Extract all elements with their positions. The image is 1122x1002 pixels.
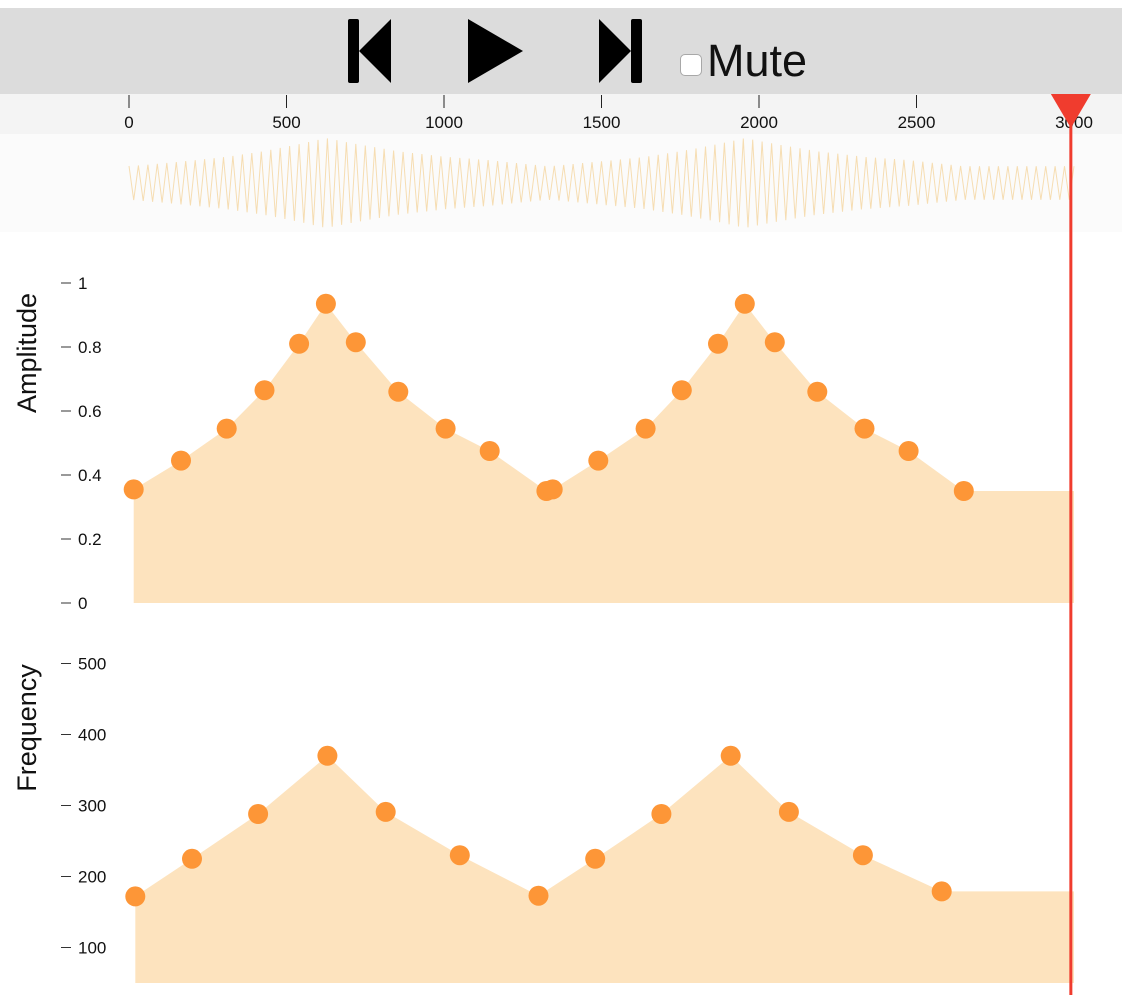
timeline-tick-label: 2000 (740, 113, 778, 132)
skip-forward-icon (599, 19, 642, 83)
waveform (128, 138, 1075, 228)
control-point[interactable] (635, 418, 656, 439)
control-point[interactable] (248, 804, 269, 824)
control-point[interactable] (317, 745, 338, 766)
control-point[interactable] (852, 845, 873, 866)
mute-label: Mute (707, 35, 808, 86)
y-tick-label: 1 (78, 274, 87, 293)
control-point[interactable] (123, 479, 144, 500)
control-point[interactable] (585, 848, 606, 869)
previous-button[interactable] (340, 8, 400, 94)
timeline-tick-label: 500 (272, 113, 300, 132)
control-point[interactable] (449, 845, 470, 866)
timeline-ruler[interactable] (0, 94, 1122, 134)
control-point[interactable] (388, 381, 409, 402)
control-point[interactable] (435, 418, 456, 439)
control-point[interactable] (528, 885, 549, 906)
y-tick-label: 100 (78, 939, 106, 958)
control-point[interactable] (542, 479, 563, 500)
y-tick-label: 0.6 (78, 402, 102, 421)
control-point[interactable] (171, 450, 191, 471)
frequency-y-axis: 100 200 300 400 500 (61, 655, 106, 958)
control-point[interactable] (778, 801, 799, 822)
y-tick-label: 0.2 (78, 530, 102, 549)
control-point[interactable] (953, 481, 974, 501)
amplitude-points (123, 293, 974, 501)
y-tick-label: 500 (78, 655, 106, 674)
control-point[interactable] (375, 801, 396, 822)
frequency-area (135, 755, 1075, 983)
y-tick-label: 0.4 (78, 466, 102, 485)
amplitude-chart: 0 0.2 0.4 0.6 0.8 1 Amplitude (12, 274, 1074, 613)
control-point[interactable] (125, 886, 146, 907)
timeline-tick-label: 2500 (898, 113, 936, 132)
amplitude-area (133, 303, 1074, 603)
play-button[interactable] (458, 8, 530, 94)
control-point[interactable] (315, 293, 336, 314)
toolbar: Mute (0, 8, 1122, 94)
control-point[interactable] (216, 418, 237, 439)
control-point[interactable] (254, 380, 275, 401)
y-tick-label: 400 (78, 726, 106, 745)
control-point[interactable] (671, 380, 692, 401)
skip-back-icon (348, 19, 391, 83)
timeline-tick-label: 0 (124, 113, 133, 132)
control-point[interactable] (898, 441, 919, 461)
next-button[interactable] (590, 8, 650, 94)
control-point[interactable] (588, 450, 609, 471)
frequency-chart: 100 200 300 400 500 Frequency (12, 655, 1075, 983)
control-point[interactable] (345, 332, 366, 353)
mute-toggle[interactable]: Mute (680, 38, 807, 83)
y-tick-label: 200 (78, 868, 106, 887)
control-point[interactable] (651, 804, 672, 824)
frequency-axis-label: Frequency (12, 664, 42, 792)
control-point[interactable] (764, 332, 785, 353)
play-icon (468, 19, 523, 83)
control-point[interactable] (708, 333, 728, 354)
control-point[interactable] (479, 441, 500, 461)
y-tick-label: 0.8 (78, 338, 102, 357)
timeline-tick-label: 1000 (425, 113, 463, 132)
mute-checkbox[interactable] (680, 53, 702, 76)
control-point[interactable] (289, 333, 310, 354)
control-point[interactable] (734, 293, 755, 314)
timeline-tick-label: 1500 (583, 113, 621, 132)
timeline-ticks: 050010001500200025003000 (124, 95, 1093, 132)
amplitude-axis-label: Amplitude (12, 293, 42, 413)
control-point[interactable] (182, 848, 202, 869)
control-point[interactable] (720, 745, 741, 766)
frequency-points (125, 745, 952, 907)
control-point[interactable] (807, 381, 828, 402)
control-point[interactable] (854, 418, 875, 439)
playhead-handle[interactable] (1050, 94, 1091, 128)
amplitude-y-axis: 0 0.2 0.4 0.6 0.8 1 (61, 274, 102, 613)
y-tick-label: 300 (78, 797, 106, 816)
y-tick-label: 0 (78, 594, 87, 613)
control-point[interactable] (931, 881, 952, 902)
